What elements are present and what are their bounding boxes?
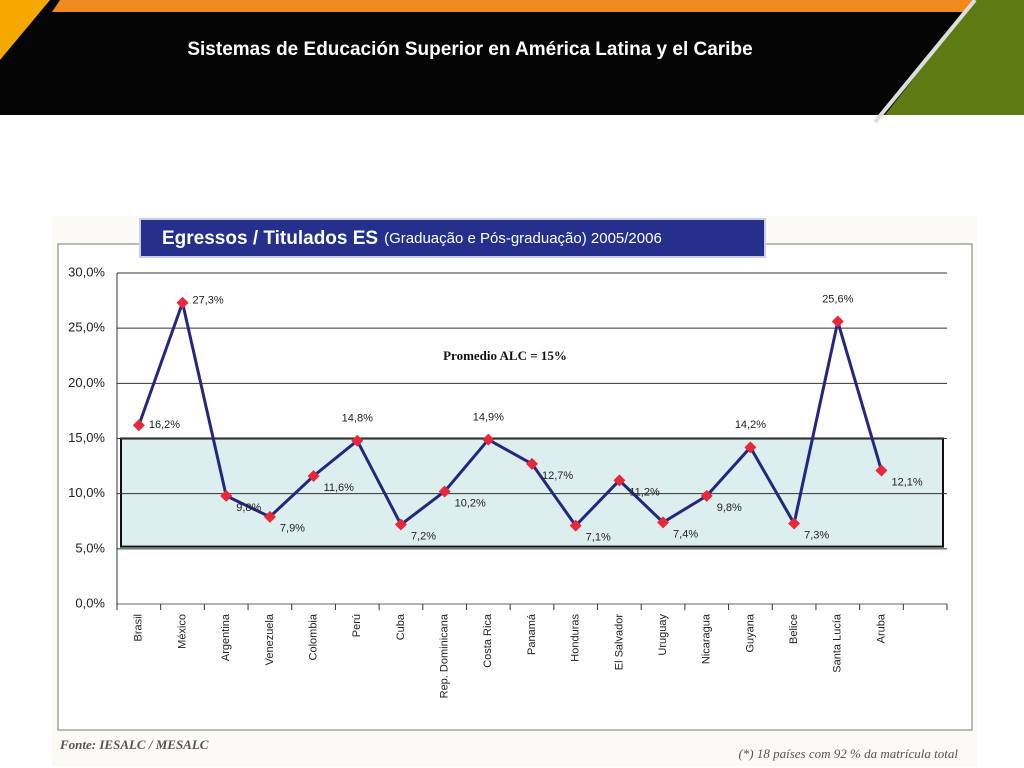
marker — [263, 510, 276, 523]
data-label: 11,6% — [324, 482, 355, 494]
x-tick-label: Perú — [351, 614, 363, 637]
marker — [394, 518, 407, 531]
y-tick-label: 5,0% — [75, 540, 105, 555]
x-tick-label: Colombia — [307, 613, 319, 660]
header-divider — [873, 0, 977, 124]
data-label: 14,2% — [735, 419, 766, 431]
header-corner — [0, 0, 50, 60]
data-label: 16,2% — [149, 419, 180, 431]
chart-title-box — [139, 218, 766, 258]
x-tick-label: Nicaragua — [701, 613, 713, 664]
x-tick-label: Honduras — [570, 614, 582, 662]
x-tick-label: Belice — [788, 614, 800, 644]
data-label: 7,2% — [411, 530, 436, 542]
x-tick-label: Rep. Dominicana — [439, 613, 451, 698]
data-label: 27,3% — [193, 295, 224, 307]
data-label: 9,8% — [236, 502, 261, 514]
chart-subtitle: (Graduação e Pós-graduação) 2005/2006 — [384, 230, 662, 247]
marker — [788, 517, 801, 530]
marker — [438, 485, 451, 498]
data-label: 7,3% — [804, 529, 829, 541]
highlight-band — [120, 437, 944, 548]
y-tick-label: 0,0% — [75, 595, 105, 610]
data-label: 7,9% — [280, 523, 305, 535]
marker — [351, 434, 364, 447]
marker — [875, 464, 888, 477]
x-tick-label: Cuba — [395, 613, 407, 640]
marker — [220, 489, 233, 502]
marker — [657, 516, 670, 529]
line — [137, 297, 883, 529]
header-green — [885, 0, 1024, 115]
data-label: 14,8% — [342, 413, 373, 425]
data-label: 11,2% — [629, 486, 660, 498]
data-label: 12,1% — [891, 476, 922, 488]
data-label: 7,4% — [673, 528, 698, 540]
x-tick-label: Brasil — [133, 614, 145, 642]
x-tick-label: Argentina — [220, 613, 232, 661]
x-tick-label: El Salvador — [613, 614, 625, 671]
marker — [744, 441, 757, 454]
y-tick-label: 15,0% — [68, 430, 105, 445]
x-tick-label: Guyana — [744, 613, 756, 652]
y-tick-label: 25,0% — [68, 320, 105, 335]
data-label: 12,7% — [542, 470, 573, 482]
data-label: 14,9% — [473, 412, 504, 424]
y-tick-label: 20,0% — [68, 375, 105, 390]
header-band — [0, 0, 975, 115]
header-stripe — [52, 0, 975, 12]
chart-title: Egressos / Titulados ES — [162, 228, 378, 249]
annotation: Promedio ALC = 15% — [443, 348, 567, 363]
slide-title: Sistemas de Educación Superior en Améric… — [187, 39, 752, 60]
x-tick-label: Panamá — [526, 613, 538, 655]
marker — [831, 315, 844, 328]
chart-title-text: Egressos / Titulados ES (Graduação e Pós-… — [162, 228, 662, 249]
x-tick-label: Aruba — [875, 613, 887, 643]
marker — [307, 470, 320, 483]
note: (*) 18 países com 92 % da matrícula tota… — [738, 746, 958, 761]
data-label: 10,2% — [455, 497, 486, 509]
data-label: 25,6% — [822, 293, 853, 305]
x-tick-label: México — [176, 614, 188, 649]
x-tick-label: Uruguay — [657, 614, 669, 656]
marker — [613, 474, 626, 487]
x-tick-label: Costa Rica — [482, 613, 494, 668]
data-label: 7,1% — [586, 532, 611, 544]
y-tick-label: 10,0% — [68, 485, 105, 500]
x-tick-label: Santa Lucía — [832, 613, 844, 673]
marker — [569, 519, 582, 532]
source: Fonte: IESALC / MESALC — [59, 737, 209, 752]
marker — [176, 296, 189, 309]
x-tick-label: Venezuela — [264, 613, 276, 665]
marker — [526, 457, 538, 470]
marker — [132, 419, 145, 432]
y-tick-label: 30,0% — [68, 264, 105, 279]
marker — [700, 489, 713, 502]
marker — [482, 433, 495, 446]
data-label: 9,8% — [717, 502, 742, 514]
